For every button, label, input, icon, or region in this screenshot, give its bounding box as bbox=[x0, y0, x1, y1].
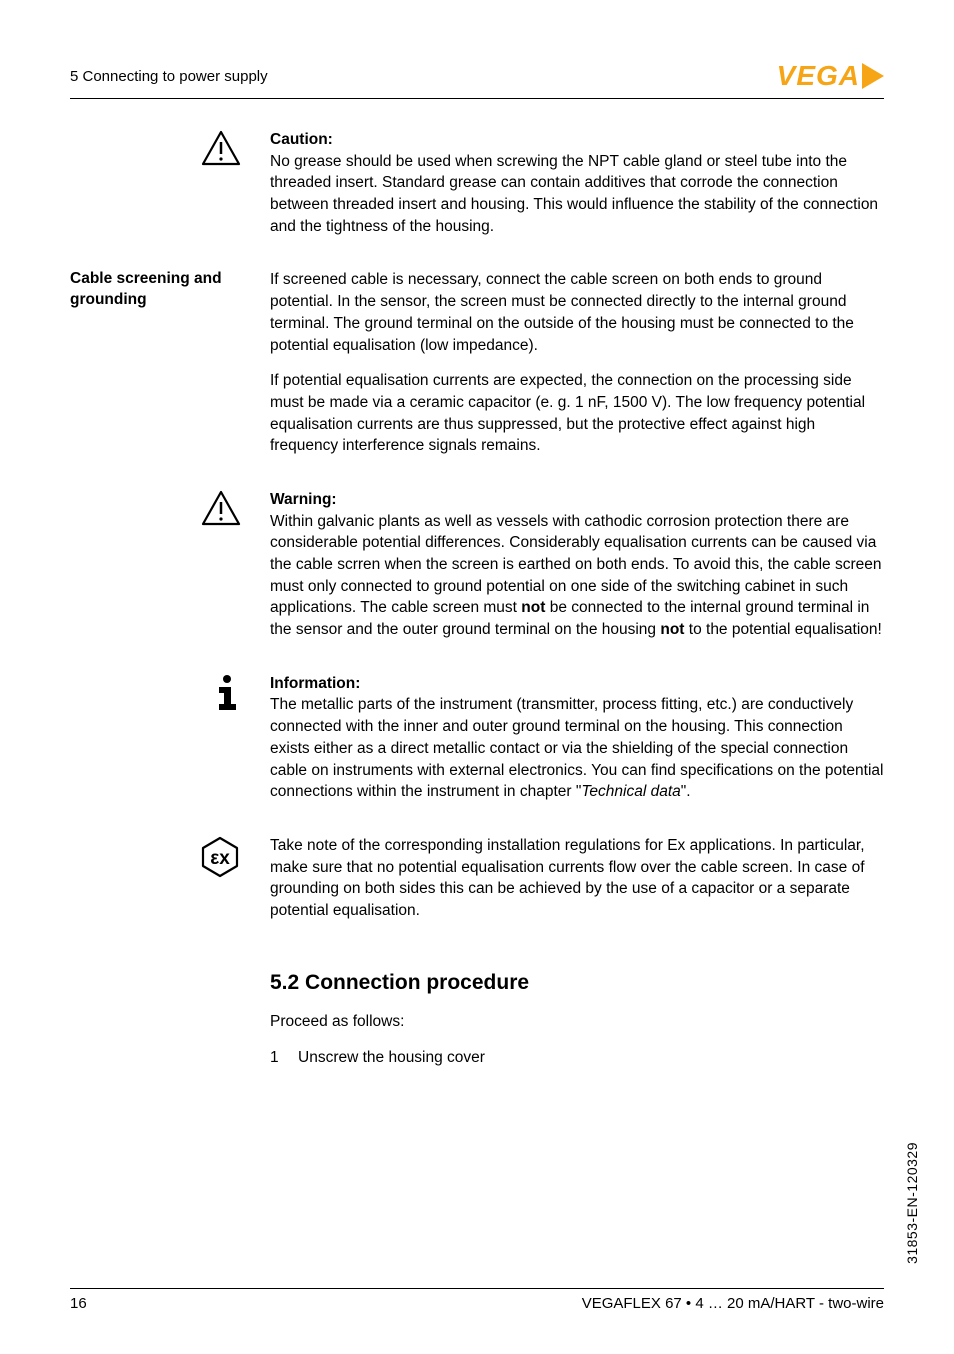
information-block: Information: The metallic parts of the i… bbox=[70, 673, 884, 817]
cable-screening-block: Cable screening and grounding If screene… bbox=[70, 269, 884, 471]
caution-block: Caution: No grease should be used when s… bbox=[70, 129, 884, 251]
warning-not-1: not bbox=[521, 599, 545, 616]
ex-block: εx Take note of the corresponding instal… bbox=[70, 835, 884, 936]
page-footer: 16 VEGAFLEX 67 • 4 … 20 mA/HART - two-wi… bbox=[70, 1288, 884, 1312]
header-section-ref: 5 Connecting to power supply bbox=[70, 68, 268, 85]
logo-triangle-icon bbox=[862, 63, 884, 89]
content: Caution: No grease should be used when s… bbox=[70, 129, 884, 1068]
caution-warning-triangle-icon bbox=[200, 129, 242, 167]
step-1-number: 1 bbox=[270, 1047, 298, 1069]
information-icon bbox=[212, 673, 242, 713]
warning-paragraph: Warning: Within galvanic plants as well … bbox=[270, 489, 884, 641]
information-paragraph: Information: The metallic parts of the i… bbox=[270, 673, 884, 803]
cable-para2: If potential equalisation currents are e… bbox=[270, 370, 884, 457]
ex-hexagon-icon: εx bbox=[198, 835, 242, 879]
section-5-2: 5.2 Connection procedure Proceed as foll… bbox=[70, 954, 884, 1069]
procedure-steps: 1 Unscrew the housing cover bbox=[270, 1047, 884, 1069]
warning-body-post: to the potential equalisation! bbox=[684, 621, 881, 638]
cable-para1: If screened cable is necessary, connect … bbox=[270, 269, 884, 356]
vega-logo: VEGA bbox=[777, 60, 884, 92]
section-5-2-intro: Proceed as follows: bbox=[270, 1011, 884, 1033]
information-label: Information: bbox=[270, 675, 360, 692]
logo-text: VEGA bbox=[777, 60, 860, 92]
caution-label: Caution: bbox=[270, 131, 333, 148]
info-italic: Technical data bbox=[581, 783, 680, 800]
warning-triangle-icon bbox=[200, 489, 242, 527]
cable-side-heading: Cable screening and grounding bbox=[70, 269, 260, 311]
warning-not-2: not bbox=[660, 621, 684, 638]
caution-body: No grease should be used when screwing t… bbox=[270, 153, 878, 235]
ex-body: Take note of the corresponding installat… bbox=[270, 835, 884, 922]
footer-page-number: 16 bbox=[70, 1295, 87, 1312]
section-5-2-heading: 5.2 Connection procedure bbox=[270, 968, 884, 997]
warning-label: Warning: bbox=[270, 491, 337, 508]
svg-text:εx: εx bbox=[210, 848, 230, 869]
step-1: 1 Unscrew the housing cover bbox=[270, 1047, 884, 1069]
info-body-pre: The metallic parts of the instrument (tr… bbox=[270, 696, 883, 800]
document-side-id: 31853-EN-120329 bbox=[904, 1142, 920, 1264]
footer-doc-ref: VEGAFLEX 67 • 4 … 20 mA/HART - two-wire bbox=[582, 1295, 884, 1312]
page-header: 5 Connecting to power supply VEGA bbox=[70, 60, 884, 99]
warning-block: Warning: Within galvanic plants as well … bbox=[70, 489, 884, 655]
page: 5 Connecting to power supply VEGA Caut bbox=[0, 0, 954, 1354]
info-body-post: ". bbox=[681, 783, 691, 800]
step-1-text: Unscrew the housing cover bbox=[298, 1047, 485, 1069]
